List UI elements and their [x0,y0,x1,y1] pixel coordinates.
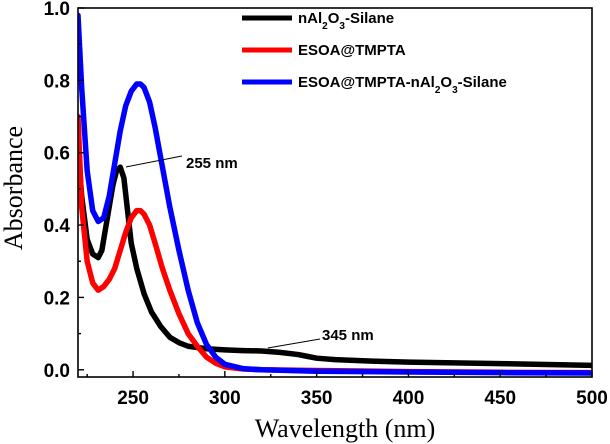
y-tick-label: 1.0 [44,0,70,20]
legend-label: ESOA@TMPTA-nAl2O3-Silane [298,74,507,96]
legend-item: ESOA@TMPTA-nAl2O3-Silane [242,74,507,96]
y-tick-label: 0.0 [44,361,70,382]
y-tick-label: 0.4 [44,216,71,237]
annotation-leader [125,155,183,168]
y-tick-label: 0.2 [44,288,70,309]
legend-item: ESOA@TMPTA [242,42,406,59]
x-tick-label: 250 [117,388,149,409]
legend-label: nAl2O3-Silane [298,10,394,32]
x-tick-label: 350 [301,388,333,409]
plot-frame [77,7,593,378]
y-tick-label: 0.6 [44,144,70,165]
x-tick-label: 500 [576,388,608,409]
y-axis-title: Absorbance [0,126,28,250]
x-tick-label: 400 [393,388,425,409]
series-line-1 [78,142,592,369]
annotation-label: 255 nm [186,155,238,172]
x-axis-title: Wavelength (nm) [255,414,436,443]
x-tick-label: 300 [209,388,241,409]
legend-label: ESOA@TMPTA [298,42,406,59]
legend: nAl2O3-Silane ESOA@TMPTA ESOA@TMPTA-nAl2O3… [242,10,507,96]
annotation-label: 345 nm [322,327,374,344]
annotations-layer: 255 nm 345 nm [125,155,374,349]
axes-layer: 250 300 350 400 450 500 0.0 0.2 0.4 0.6 0.8 1.0 [44,0,608,409]
series-line-3 [78,12,592,376]
annotation-leader [267,338,321,349]
y-tick-label: 0.8 [44,71,70,92]
x-tick-label: 450 [484,388,516,409]
series-layer [78,12,592,376]
legend-item: nAl2O3-Silane [242,10,394,32]
